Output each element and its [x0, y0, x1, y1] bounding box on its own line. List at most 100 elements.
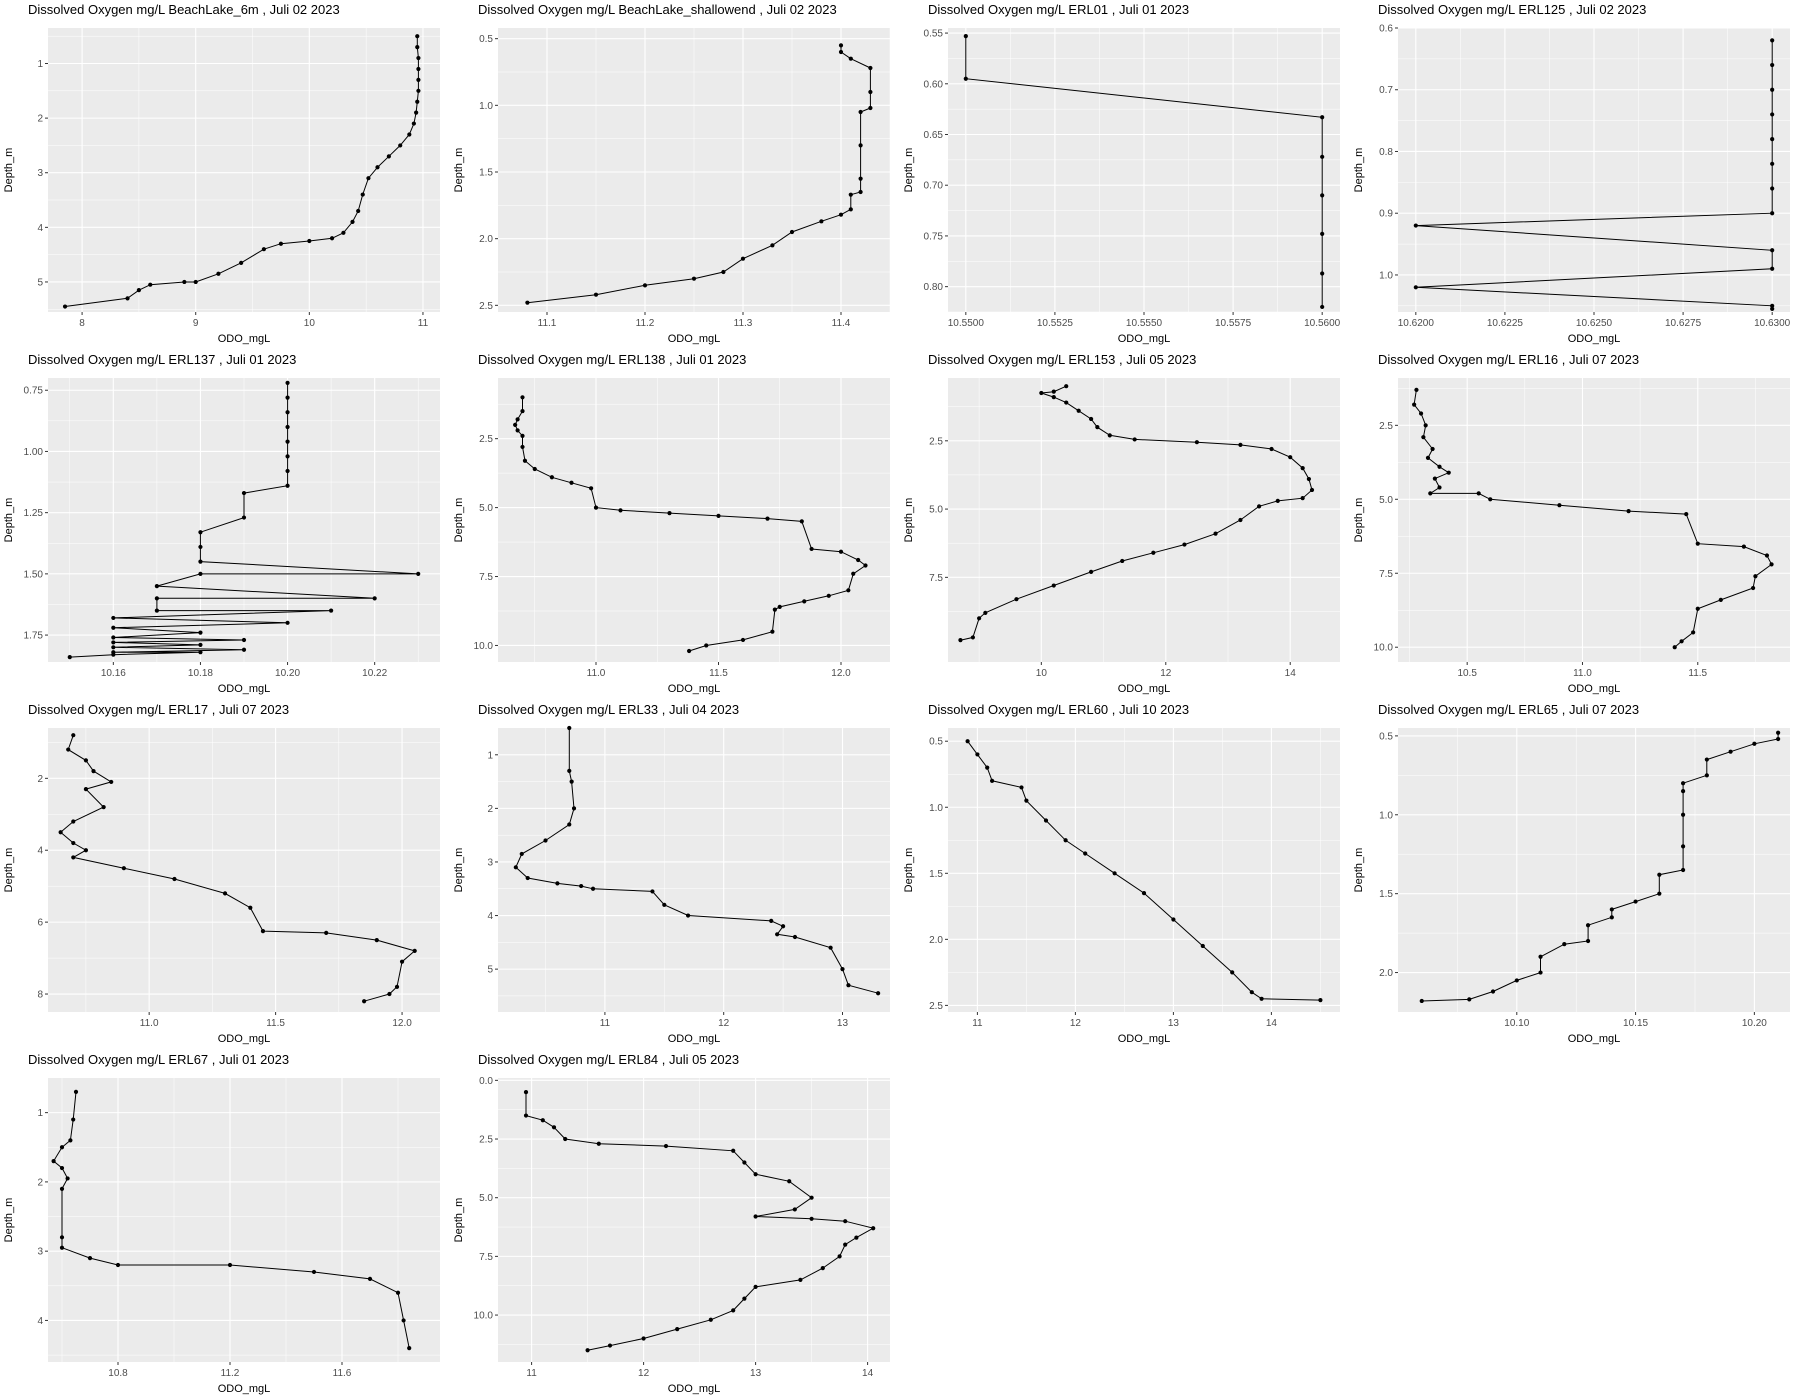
data-point	[520, 408, 525, 414]
data-point	[1770, 211, 1775, 216]
data-point	[1132, 437, 1137, 442]
plot-background	[498, 378, 890, 662]
data-point	[777, 604, 782, 609]
data-point	[1120, 558, 1125, 564]
data-point	[769, 918, 774, 924]
y-axis-title: Depth_m	[903, 498, 915, 543]
data-point	[731, 1148, 736, 1153]
data-point	[1741, 544, 1746, 549]
y-tick-label: 3	[37, 168, 43, 179]
data-point	[1562, 942, 1567, 947]
data-point	[569, 779, 574, 784]
data-point	[1585, 938, 1591, 944]
data-point	[721, 269, 726, 275]
data-point	[227, 1262, 233, 1268]
y-tick-label: 0.65	[924, 130, 944, 141]
data-point	[1490, 989, 1496, 994]
data-point	[71, 855, 76, 860]
data-point	[1418, 411, 1424, 416]
data-point	[87, 1255, 93, 1261]
data-point	[1076, 408, 1081, 413]
data-point	[414, 110, 419, 115]
data-point	[1488, 497, 1493, 502]
chart-svg: 10.6200 10.6225 10.6250 10.6275 10.6300 0.6 0.…	[1353, 24, 1791, 346]
chart-svg: 11.1 11.2 11.3 11.4 0.5 1.0 1.5 2.0 2.5 ODO_mgL De…	[453, 28, 891, 345]
chart-panel: Dissolved Oxygen mg/L ERL125 , Juli 02 2…	[1350, 0, 1800, 350]
y-axis-title: Depth_m	[1353, 848, 1365, 893]
data-point	[742, 1160, 747, 1165]
data-point	[858, 143, 863, 148]
x-tick-label: 11.5	[266, 1018, 285, 1029]
x-axis-title: ODO_mgL	[218, 333, 271, 345]
chart-panel: Dissolved Oxygen mg/L ERL17 , Juli 07 20…	[0, 700, 450, 1050]
data-point	[1063, 838, 1068, 843]
data-point	[1413, 223, 1418, 228]
x-tick-label: 11	[600, 1018, 611, 1029]
y-tick-label: 1	[37, 1108, 43, 1119]
data-point	[985, 765, 990, 770]
x-tick-label: 10	[304, 318, 316, 329]
chart-panel: Dissolved Oxygen mg/L ERL65 , Juli 07 20…	[1350, 700, 1800, 1050]
data-point	[772, 607, 777, 612]
y-tick-label: 0.8	[1379, 147, 1393, 158]
x-tick-label: 11	[972, 1018, 983, 1029]
data-point	[691, 276, 697, 281]
chart-svg: 11 12 13 14 0.0 2.5 5.0 7.5 10.0 ODO_mgL Depth_m	[453, 1076, 890, 1395]
x-tick-label: 11.1	[538, 318, 557, 329]
data-point	[523, 1089, 529, 1095]
data-point	[416, 88, 421, 93]
data-point	[172, 876, 177, 882]
data-point	[198, 544, 203, 550]
data-point	[1300, 496, 1305, 501]
data-point	[828, 945, 833, 950]
data-point	[799, 519, 804, 524]
x-tick-label: 10.22	[362, 668, 387, 679]
data-point	[1414, 387, 1419, 392]
x-tick-label: 12.0	[392, 1018, 412, 1029]
chart-panel: Dissolved Oxygen mg/L ERL153 , Juli 05 2…	[900, 350, 1350, 700]
chart-title: Dissolved Oxygen mg/L ERL17 , Juli 07 20…	[28, 702, 290, 717]
y-tick-label: 5	[37, 277, 43, 288]
data-point	[1095, 425, 1100, 430]
chart-panel: Dissolved Oxygen mg/L BeachLake_shallowe…	[450, 0, 900, 350]
data-point	[1320, 193, 1325, 198]
data-point	[285, 395, 290, 400]
data-point	[858, 189, 863, 195]
data-point	[101, 804, 106, 810]
data-point	[1089, 416, 1094, 422]
data-point	[1257, 504, 1262, 509]
data-point	[519, 851, 524, 857]
data-point	[838, 43, 844, 48]
x-tick-label: 11.2	[636, 318, 655, 329]
y-tick-label: 7.5	[929, 573, 943, 584]
y-tick-label: 0.9	[1379, 209, 1393, 220]
data-point	[1695, 541, 1700, 546]
data-point	[858, 176, 863, 181]
data-point	[1089, 569, 1094, 574]
data-point	[1051, 395, 1056, 400]
data-point	[73, 1089, 79, 1094]
y-axis-title: Depth_m	[3, 1198, 15, 1243]
plot-background	[948, 728, 1340, 1012]
data-point	[68, 1138, 73, 1143]
y-tick-label: 3	[487, 857, 493, 868]
data-point	[198, 650, 203, 655]
data-point	[401, 1318, 406, 1323]
data-point	[1051, 583, 1056, 588]
data-point	[374, 938, 379, 943]
data-point	[523, 1113, 529, 1118]
y-tick-label: 4	[487, 911, 493, 922]
chart-svg: 10.16 10.18 10.20 10.22 0.75 1.00 1.25 1.50 1.75…	[3, 378, 440, 695]
data-point	[362, 999, 367, 1004]
y-tick-label: 1.0	[1379, 270, 1393, 281]
series-line	[960, 385, 1313, 641]
data-point	[1557, 503, 1562, 508]
y-tick-label: 5	[487, 965, 493, 976]
data-point	[1609, 915, 1614, 920]
data-point	[1269, 446, 1274, 452]
data-point	[415, 99, 420, 104]
data-point	[285, 483, 290, 488]
data-point	[667, 511, 672, 516]
